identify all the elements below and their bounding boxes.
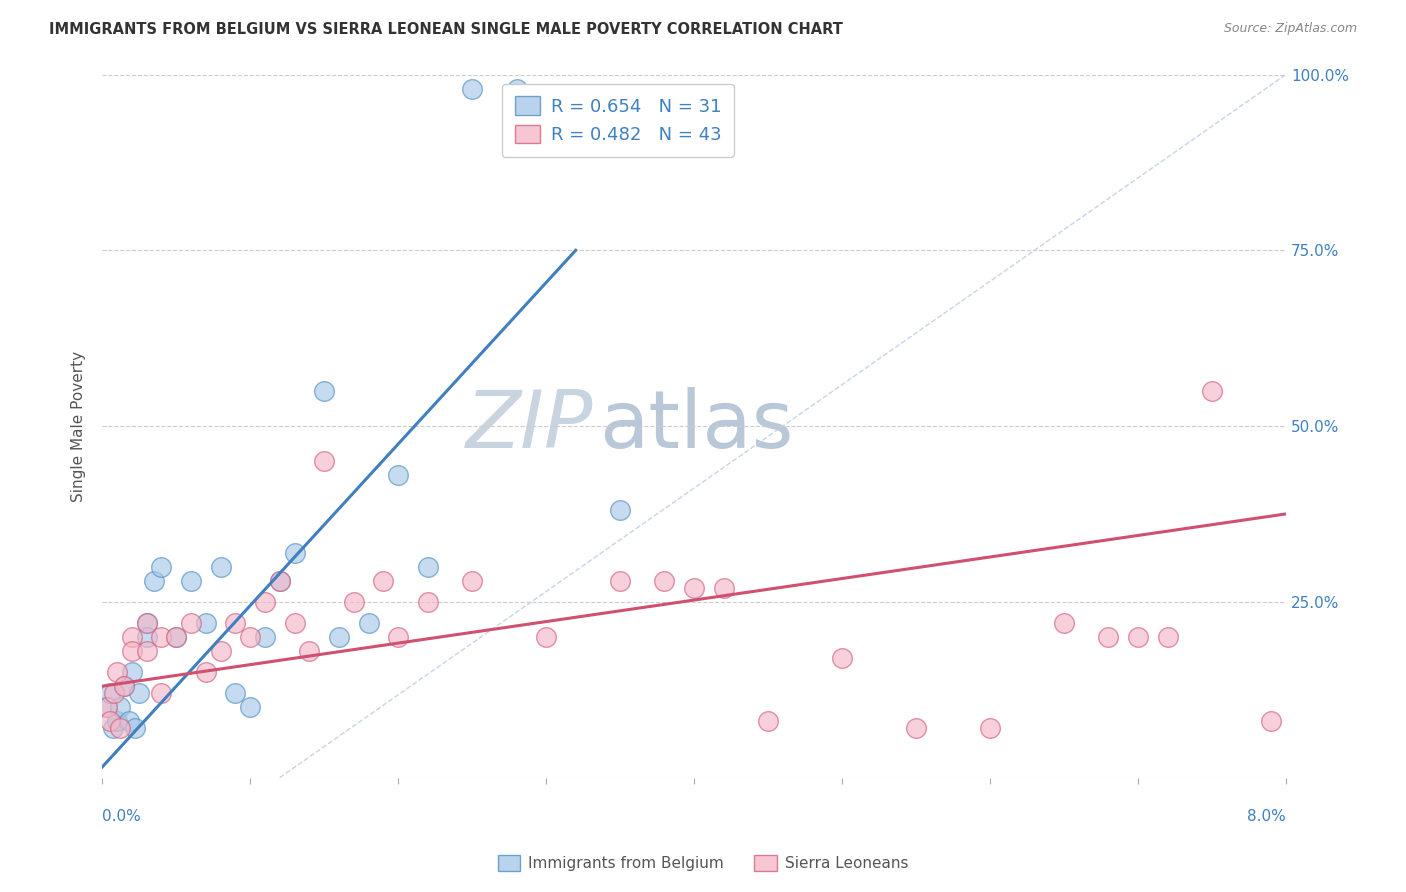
Point (209, 644, 232, 658)
Point (180, 615, 202, 630)
Point (831, 651, 853, 665)
Point (1097, 630, 1119, 644)
Point (284, 615, 307, 630)
Point (121, 630, 143, 644)
Point (284, 546, 307, 560)
Legend: R = 0.654   N = 31, R = 0.482   N = 43: R = 0.654 N = 31, R = 0.482 N = 43 (502, 84, 734, 157)
Point (683, 581, 706, 595)
Point (209, 559, 232, 574)
Point (105, 714, 128, 729)
Point (609, 574, 631, 588)
Point (298, 644, 321, 658)
Text: Source: ZipAtlas.com: Source: ZipAtlas.com (1223, 22, 1357, 36)
Point (461, 81, 484, 95)
Text: IMMIGRANTS FROM BELGIUM VS SIERRA LEONEAN SINGLE MALE POVERTY CORRELATION CHART: IMMIGRANTS FROM BELGIUM VS SIERRA LEONEA… (49, 22, 844, 37)
Point (118, 714, 141, 729)
Point (387, 468, 409, 483)
Point (609, 503, 631, 517)
Point (343, 595, 366, 609)
Point (1156, 630, 1178, 644)
Point (101, 722, 124, 736)
Point (314, 384, 336, 398)
Point (269, 574, 291, 588)
Point (534, 630, 557, 644)
Point (505, 81, 527, 95)
Point (713, 581, 735, 595)
Point (150, 559, 173, 574)
Point (224, 615, 246, 630)
Point (979, 722, 1001, 736)
Point (1053, 615, 1076, 630)
Point (105, 665, 128, 679)
Point (387, 630, 409, 644)
Point (108, 700, 131, 714)
Point (416, 559, 439, 574)
Point (124, 722, 146, 736)
Point (180, 574, 202, 588)
Point (150, 686, 173, 700)
Point (143, 574, 166, 588)
Point (905, 722, 928, 736)
Point (756, 714, 779, 729)
Point (165, 630, 187, 644)
Point (253, 630, 276, 644)
Point (165, 630, 187, 644)
Point (112, 679, 135, 693)
Point (112, 679, 135, 693)
Point (135, 615, 157, 630)
Point (135, 630, 157, 644)
Point (357, 615, 380, 630)
Point (121, 665, 143, 679)
Point (194, 665, 217, 679)
Point (98, 686, 121, 700)
Y-axis label: Single Male Poverty: Single Male Poverty (72, 351, 86, 501)
Text: 0.0%: 0.0% (103, 809, 141, 824)
Point (269, 574, 291, 588)
Legend: Immigrants from Belgium, Sierra Leoneans: Immigrants from Belgium, Sierra Leoneans (492, 849, 914, 877)
Text: ZIP: ZIP (467, 387, 593, 465)
Point (108, 722, 131, 736)
Point (328, 630, 350, 644)
Point (253, 595, 276, 609)
Point (1126, 630, 1149, 644)
Point (416, 595, 439, 609)
Text: 8.0%: 8.0% (1247, 809, 1286, 824)
Point (461, 574, 484, 588)
Point (239, 700, 262, 714)
Text: atlas: atlas (599, 387, 794, 465)
Point (121, 644, 143, 658)
Point (224, 686, 246, 700)
Point (373, 574, 395, 588)
Point (135, 644, 157, 658)
Point (128, 686, 150, 700)
Point (654, 574, 676, 588)
Point (1260, 714, 1282, 729)
Point (239, 630, 262, 644)
Point (98, 714, 121, 729)
Point (135, 615, 157, 630)
Point (150, 630, 173, 644)
Point (314, 454, 336, 468)
Point (96, 700, 118, 714)
Point (96, 700, 118, 714)
Point (103, 686, 125, 700)
Point (194, 615, 217, 630)
Point (1201, 384, 1223, 398)
